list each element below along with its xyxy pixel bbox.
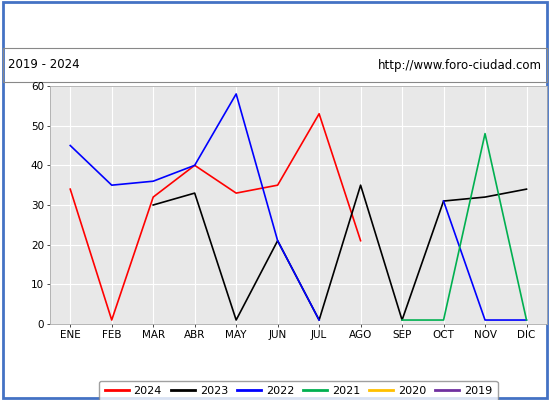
Text: http://www.foro-ciudad.com: http://www.foro-ciudad.com <box>378 58 542 72</box>
Legend: 2024, 2023, 2022, 2021, 2020, 2019: 2024, 2023, 2022, 2021, 2020, 2019 <box>99 381 498 400</box>
Text: Evolucion Nº Turistas Extranjeros en el municipio de Hornos: Evolucion Nº Turistas Extranjeros en el … <box>56 18 494 32</box>
Text: 2019 - 2024: 2019 - 2024 <box>8 58 80 72</box>
